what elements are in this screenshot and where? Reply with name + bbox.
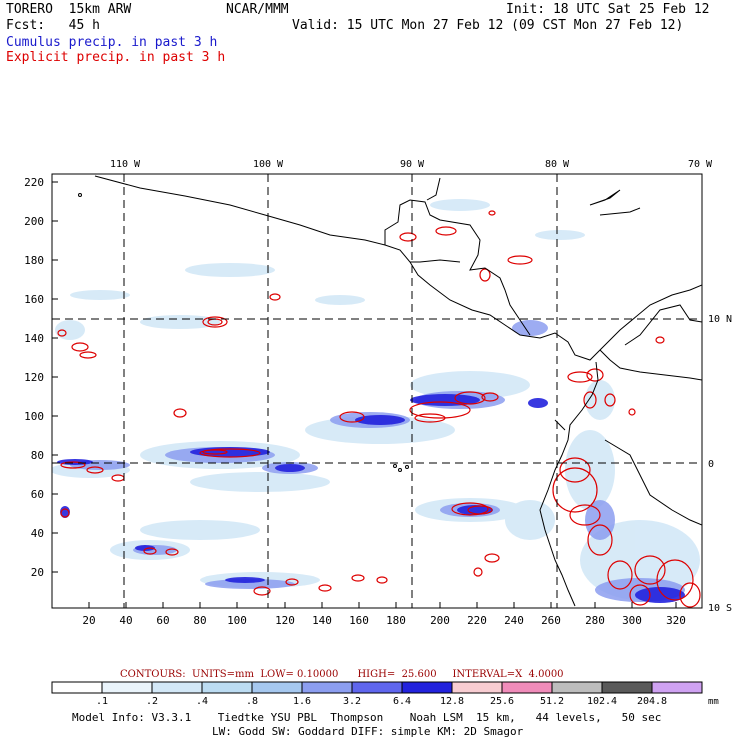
tick-marks [52,181,677,608]
lon-label-100w: 100 W [253,159,284,170]
colorbar-swatch [151,681,203,694]
colorbar-label: .8 [246,696,258,707]
colorbar-label: 51.2 [540,696,564,707]
x-tick: 140 [312,614,332,627]
colorbar-swatch [351,681,403,694]
x-tick: 300 [622,614,642,627]
lat-label-0: 0 [708,459,714,470]
y-tick: 20 [31,566,44,579]
lon-label-80w: 80 W [545,159,570,170]
lat-label-10n: 10 N [708,314,732,325]
colorbar-label: 12.8 [440,696,464,707]
colorbar-swatch [551,681,603,694]
x-tick: 260 [541,614,561,627]
x-tick: 160 [349,614,369,627]
y-tick: 100 [24,410,44,423]
x-tick: 280 [585,614,605,627]
init-time: Init: 18 UTC Sat 25 Feb 12 [506,2,710,17]
explicit-precip-contours [57,210,701,608]
x-tick: 320 [666,614,686,627]
colorbar-swatch [301,681,353,694]
colorbar-label: .4 [196,696,208,707]
y-tick: 160 [24,293,44,306]
org-label: NCAR/MMM [226,2,289,17]
model-title: TORERO 15km ARW [6,2,132,17]
colorbar-swatch [651,681,703,694]
y-axis: 220 200 180 160 140 120 100 80 60 40 20 [24,176,44,579]
y-tick: 180 [24,254,44,267]
lon-label-70w: 70 W [688,159,713,170]
colorbar-swatch [101,681,153,694]
model-info: Model Info: V3.3.1 Tiedtke YSU PBL Thomp… [72,711,661,724]
colorbar-label: .2 [146,696,158,707]
lat-lon-grid [52,174,702,608]
y-tick: 80 [31,449,44,462]
plot-frame [51,173,703,609]
x-tick: 60 [156,614,169,627]
colorbar-swatch [601,681,653,694]
x-tick: 240 [504,614,524,627]
lat-label-10s: 10 S [708,603,732,614]
colorbar-label: 3.2 [343,696,361,707]
contour-info: CONTOURS: UNITS=mm LOW= 0.10000 HIGH= 25… [120,669,564,680]
y-tick: 140 [24,332,44,345]
y-tick: 60 [31,488,44,501]
x-tick: 220 [467,614,487,627]
colorbar-label: 1.6 [293,696,311,707]
lon-label-110w: 110 W [110,159,141,170]
colorbar-swatch [401,681,453,694]
colorbar-swatch [501,681,553,694]
colorbar-label: 25.6 [490,696,514,707]
colorbar-swatch [451,681,503,694]
y-tick: 220 [24,176,44,189]
legend-explicit: Explicit precip. in past 3 h [6,50,226,65]
x-tick: 100 [227,614,247,627]
y-tick: 120 [24,371,44,384]
legend-cumulus: Cumulus precip. in past 3 h [6,35,218,50]
x-tick: 200 [430,614,450,627]
colorbar-swatch [251,681,303,694]
colorbar-label: .1 [96,696,108,707]
x-tick: 120 [275,614,295,627]
x-tick: 40 [119,614,132,627]
colorbar-swatch [201,681,253,694]
colorbar-unit: mm [708,697,719,707]
physics-info: LW: Godd SW: Goddard DIFF: simple KM: 2D… [212,725,524,738]
cumulus-precip-shading [52,199,700,603]
y-tick: 200 [24,215,44,228]
forecast-hour: Fcst: 45 h [6,18,100,33]
x-tick: 180 [386,614,406,627]
x-axis: 20 40 60 80 100 120 140 160 180 200 220 … [82,614,686,627]
colorbar-label: 204.8 [637,696,667,707]
colorbar: .1 .2 .4 .8 1.6 3.2 6.4 12.8 25.6 51.2 102.4 204.8 [51,681,703,707]
lon-label-90w: 90 W [400,159,425,170]
colorbar-swatch [51,681,103,694]
x-tick: 20 [82,614,95,627]
colorbar-label: 102.4 [587,696,617,707]
y-tick: 40 [31,527,44,540]
valid-time: Valid: 15 UTC Mon 27 Feb 12 (09 CST Mon … [292,18,684,33]
x-tick: 80 [193,614,206,627]
colorbar-label: 6.4 [393,696,411,707]
